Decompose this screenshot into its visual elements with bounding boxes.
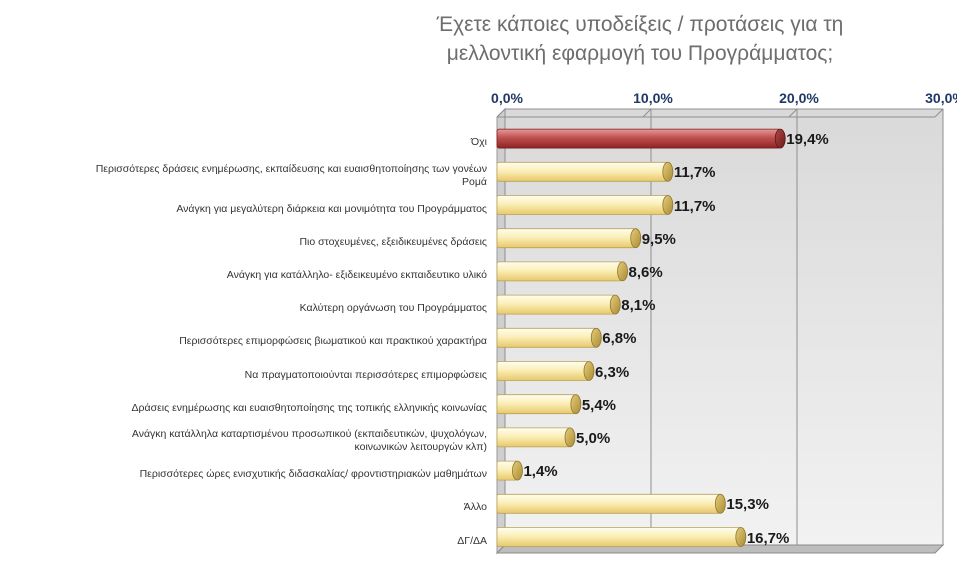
x-tick-label: 10,0% bbox=[633, 90, 673, 106]
data-label: 5,4% bbox=[581, 396, 617, 414]
bar-end-cap bbox=[630, 228, 642, 249]
bar bbox=[496, 228, 642, 249]
bar-end-cap bbox=[590, 327, 602, 348]
bar-body bbox=[496, 195, 669, 215]
data-label: 16,7% bbox=[746, 529, 790, 547]
chart-title-line-2: μελλοντική εφαρμογή του Προγράμματος; bbox=[446, 42, 834, 65]
category-label-line: Δράσεις ενημέρωσης και ευαισθητοποίησης … bbox=[131, 401, 487, 414]
bar bbox=[496, 294, 621, 315]
bar-end-cap bbox=[583, 361, 595, 381]
bar-end-cap bbox=[714, 493, 726, 514]
bar-body bbox=[496, 294, 616, 315]
bar bbox=[496, 493, 726, 514]
category-label-line: ΔΓ/ΔΑ bbox=[457, 534, 487, 547]
category-label: Άλλο bbox=[37, 501, 487, 514]
bar bbox=[496, 460, 523, 481]
category-label: Ανάγκη κατάλληλα καταρτισμένου προσωπικο… bbox=[37, 428, 487, 454]
gridline-top bbox=[788, 108, 798, 118]
bar-end-cap bbox=[774, 128, 786, 149]
category-label: Περισσότερες ώρες ενισχυτικής διδασκαλία… bbox=[37, 468, 487, 481]
category-label-line: Να πραγματοποιούνται περισσότερες επιμορ… bbox=[244, 368, 487, 381]
gridline-top bbox=[496, 108, 506, 118]
bar-end-cap bbox=[570, 394, 582, 415]
category-label-line: Καλύτερη οργάνωση του Προγράμματος bbox=[299, 302, 487, 315]
bar-end-cap bbox=[662, 195, 674, 215]
bar-body bbox=[496, 327, 597, 348]
data-label: 11,7% bbox=[673, 197, 716, 215]
x-tick-label: 0,0% bbox=[491, 90, 523, 106]
data-label: 19,4% bbox=[786, 131, 829, 149]
bar bbox=[496, 128, 786, 149]
category-label: Δράσεις ενημέρωσης και ευαισθητοποίησης … bbox=[37, 402, 487, 415]
category-label-line: κοινωνικών λειτουργών κλπ) bbox=[354, 441, 488, 454]
category-label-line: Ρομά bbox=[462, 175, 487, 188]
bar-end-cap bbox=[609, 294, 621, 315]
data-label: 6,3% bbox=[594, 363, 630, 381]
bar bbox=[496, 427, 576, 448]
chart-title-line-1: Έχετε κάποιες υποδείξεις / προτάσεις για… bbox=[436, 13, 844, 36]
data-label: 1,4% bbox=[523, 463, 558, 481]
category-label-line: Ανάγκη για μεγαλύτερη διάρκεια και μονιμ… bbox=[176, 202, 487, 215]
category-label: Να πραγματοποιούνται περισσότερες επιμορ… bbox=[37, 369, 487, 382]
data-label: 9,5% bbox=[641, 230, 676, 248]
bar-end-cap bbox=[662, 161, 674, 182]
category-label: Ανάγκη για κατάλληλο- εξιδεικευμένο εκπα… bbox=[37, 269, 487, 282]
data-label: 11,7% bbox=[673, 164, 716, 182]
category-label: Καλύτερη οργάνωση του Προγράμματος bbox=[37, 302, 487, 315]
bar-body bbox=[496, 128, 781, 149]
category-label-line: Περισσότερες ώρες ενισχυτικής διδασκαλία… bbox=[139, 468, 487, 481]
gridline-top bbox=[934, 108, 944, 118]
bar-body bbox=[496, 228, 637, 249]
bar-end-cap bbox=[564, 427, 576, 448]
category-label: Πιο στοχευμένες, εξειδικευμένες δράσεις bbox=[37, 236, 487, 249]
bar bbox=[496, 261, 628, 282]
chart-title: Έχετε κάποιες υποδείξεις / προτάσεις για… bbox=[380, 10, 900, 68]
x-tick-label: 20,0% bbox=[779, 90, 819, 106]
bar bbox=[496, 161, 674, 182]
bars bbox=[496, 128, 786, 547]
bar-end-cap bbox=[512, 460, 523, 481]
bar-end-cap bbox=[735, 527, 747, 547]
bar-body bbox=[496, 361, 590, 381]
category-label-line: Άλλο bbox=[463, 501, 487, 514]
data-label: 8,6% bbox=[628, 263, 663, 281]
category-label-line: Πιο στοχευμένες, εξειδικευμένες δράσεις bbox=[299, 235, 487, 248]
gridline-top bbox=[642, 108, 652, 118]
data-label: 15,3% bbox=[726, 496, 769, 514]
category-label-line: Ανάγκη για κατάλληλο- εξιδεικευμένο εκπα… bbox=[226, 268, 487, 281]
category-label: Περισσότερες επιμορφώσεις βιωματικού και… bbox=[37, 335, 487, 348]
x-tick-label: 30,0% bbox=[925, 90, 957, 106]
bar bbox=[496, 361, 595, 381]
category-label: ΔΓ/ΔΑ bbox=[37, 535, 487, 548]
category-label: Περισσότερες δράσεις ενημέρωσης, εκπαίδε… bbox=[37, 163, 487, 189]
bar-body bbox=[496, 161, 669, 182]
category-label-line: Περισσότερες δράσεις ενημέρωσης, εκπαίδε… bbox=[95, 162, 487, 175]
bar-body bbox=[496, 427, 571, 448]
category-label-line: Ανάγκη κατάλληλα καταρτισμένου προσωπικο… bbox=[131, 428, 487, 441]
bar-body bbox=[496, 261, 623, 282]
bar-body bbox=[496, 394, 577, 415]
bar-end-cap bbox=[617, 261, 628, 282]
category-label: Όχι bbox=[37, 136, 487, 149]
bar-body bbox=[496, 493, 721, 514]
bar-body bbox=[496, 527, 742, 547]
bar bbox=[496, 394, 582, 415]
data-label: 5,0% bbox=[576, 429, 611, 447]
bar bbox=[496, 527, 747, 547]
category-label-line: Περισσότερες επιμορφώσεις βιωματικού και… bbox=[179, 335, 487, 348]
category-label: Ανάγκη για μεγαλύτερη διάρκεια και μονιμ… bbox=[37, 203, 487, 216]
bar bbox=[496, 195, 674, 215]
bar bbox=[496, 327, 602, 348]
category-label-line: Όχι bbox=[471, 136, 487, 149]
data-label: 6,8% bbox=[602, 330, 637, 348]
data-label: 8,1% bbox=[621, 297, 656, 315]
